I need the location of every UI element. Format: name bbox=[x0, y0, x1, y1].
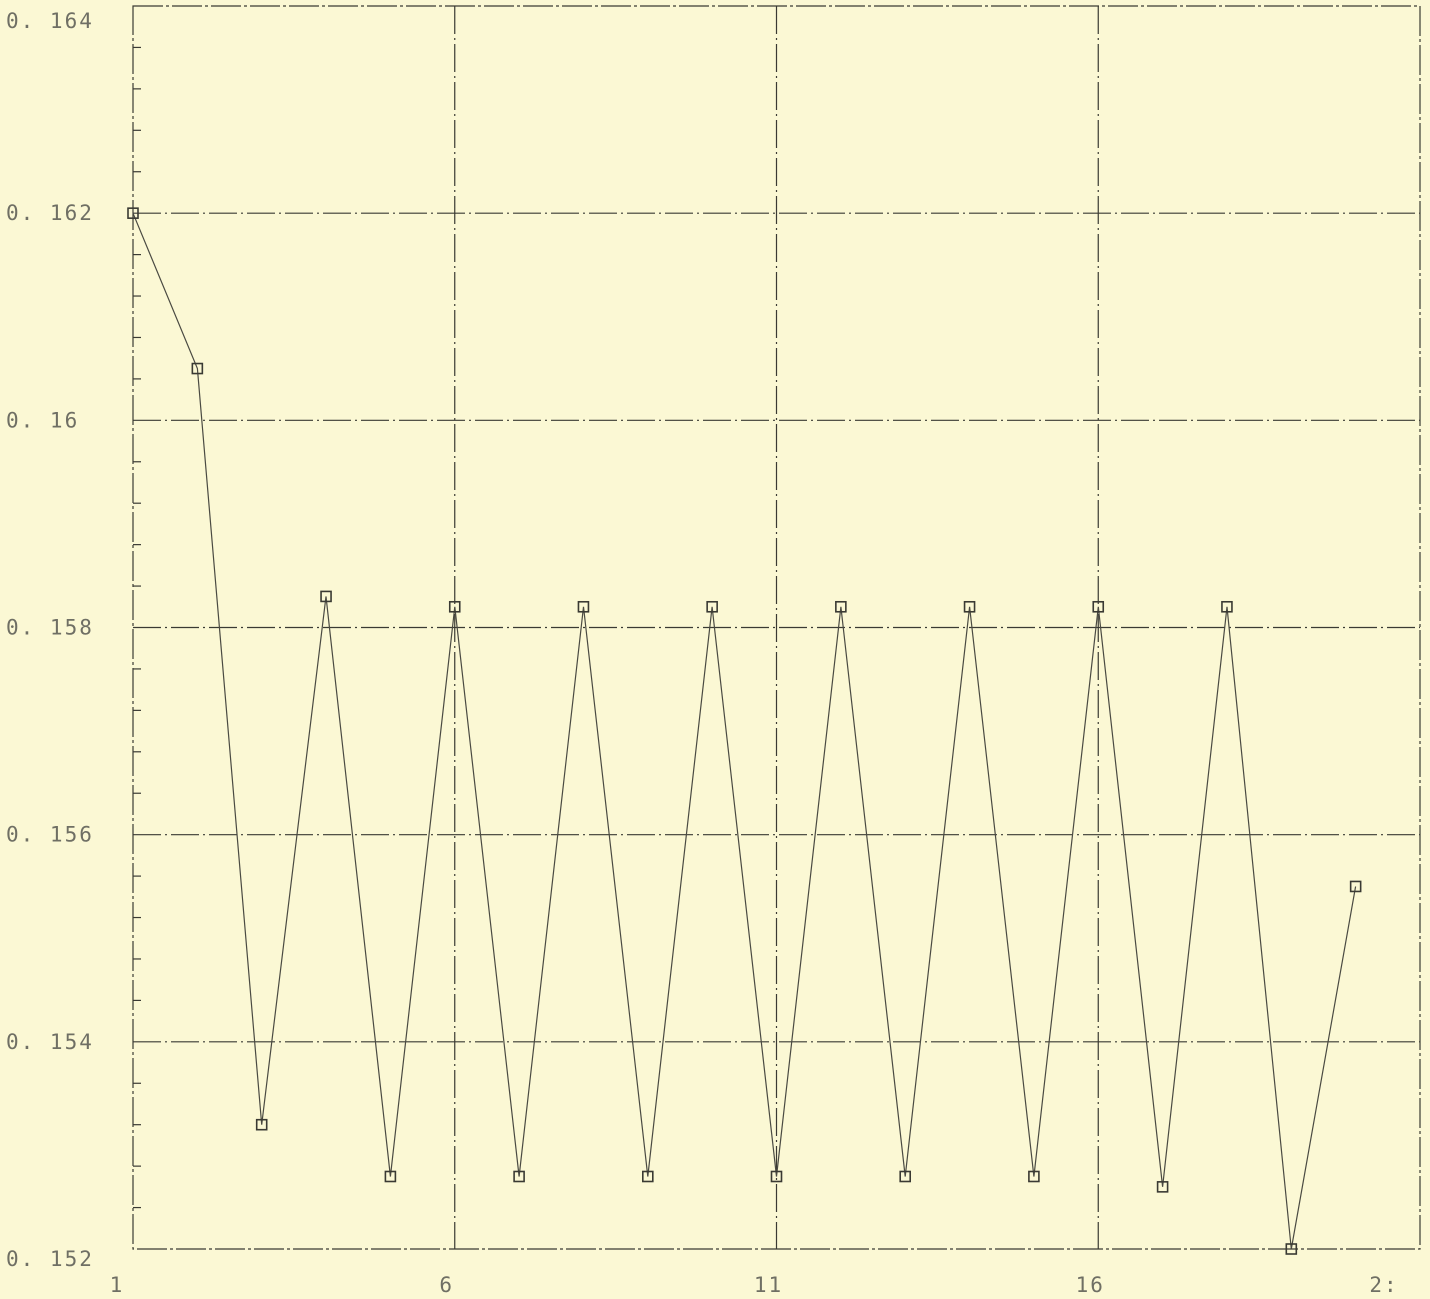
y-tick-label: 0. 156 bbox=[6, 823, 94, 847]
y-tick-label: 0. 152 bbox=[6, 1247, 94, 1271]
data-point-marker bbox=[577, 600, 590, 613]
x-tick-label: 2: bbox=[1369, 1273, 1398, 1297]
data-series bbox=[132, 212, 1357, 1250]
y-tick-label: 0. 164 bbox=[6, 9, 94, 33]
y-axis-minor-ticks bbox=[133, 46, 141, 1209]
data-point-marker bbox=[384, 1170, 397, 1183]
grid-lines bbox=[133, 6, 1420, 1249]
data-point-marker bbox=[1092, 600, 1105, 613]
y-tick-label: 0. 162 bbox=[6, 201, 94, 225]
data-point-marker bbox=[1221, 600, 1233, 613]
x-tick-label: 6 bbox=[439, 1273, 454, 1297]
data-point-marker bbox=[706, 600, 718, 613]
data-point-marker bbox=[127, 207, 139, 219]
data-point-marker bbox=[770, 1170, 783, 1183]
plot-frame bbox=[132, 5, 1421, 1250]
x-tick-label: 16 bbox=[1076, 1273, 1105, 1297]
x-tick-label: 11 bbox=[754, 1273, 783, 1297]
y-tick-label: 0. 154 bbox=[6, 1030, 94, 1054]
data-point-marker bbox=[641, 1170, 654, 1183]
data-markers bbox=[127, 207, 1362, 1255]
y-tick-label: 0. 16 bbox=[6, 408, 79, 432]
data-point-marker bbox=[1028, 1170, 1040, 1183]
series-line bbox=[132, 212, 1357, 1250]
data-point-marker bbox=[1285, 1243, 1298, 1255]
x-axis-tick-labels: 1 6 11 16 2: bbox=[110, 1273, 1398, 1297]
data-point-marker bbox=[835, 600, 847, 613]
data-point-marker bbox=[1349, 880, 1362, 893]
data-point-marker bbox=[255, 1118, 268, 1131]
data-point-marker bbox=[191, 362, 204, 375]
data-point-marker bbox=[320, 590, 332, 603]
data-point-marker bbox=[513, 1170, 525, 1183]
data-point-marker bbox=[1156, 1181, 1169, 1193]
data-point-marker bbox=[448, 600, 461, 613]
y-axis-tick-labels: 0. 152 0. 154 0. 156 0. 158 0. 16 0. 162 0. 16… bbox=[6, 9, 94, 1271]
y-tick-label: 0. 158 bbox=[6, 616, 94, 640]
data-point-marker bbox=[899, 1170, 912, 1183]
data-point-marker bbox=[963, 600, 976, 613]
x-tick-label: 1 bbox=[110, 1273, 125, 1297]
